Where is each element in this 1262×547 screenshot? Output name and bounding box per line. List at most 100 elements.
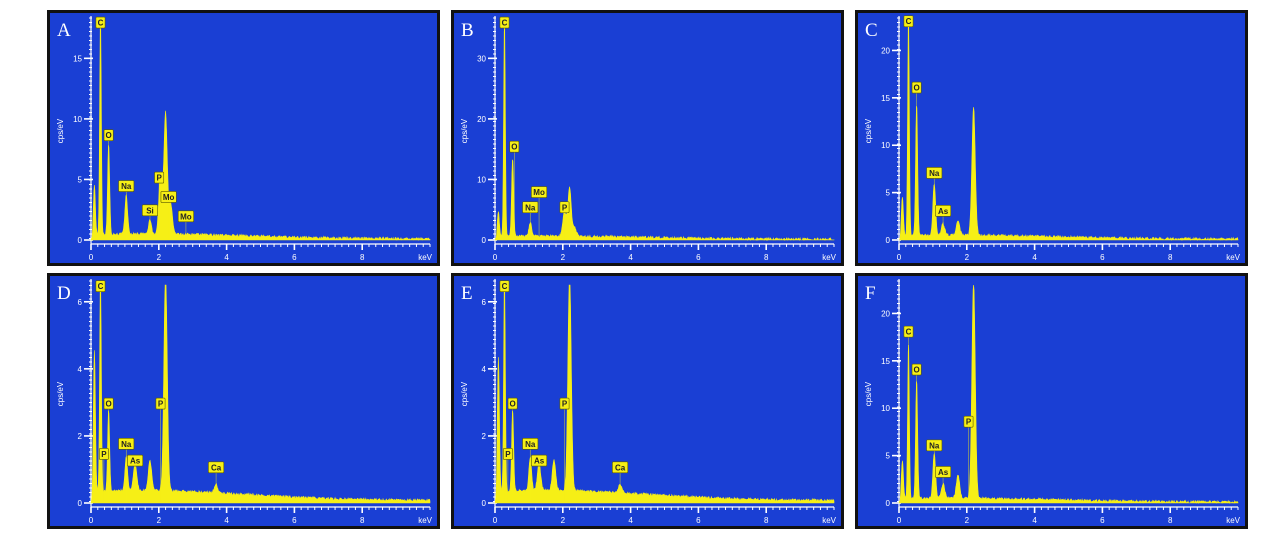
plot-background [50,276,437,526]
element-label: As [127,454,144,503]
eds-panel-f: 0 5 10 15 20 0 2 4 6 8 cps/eV keV C O Na As P F [855,273,1248,529]
spectrum-area [899,22,1239,242]
x-tick-label: 6 [696,253,701,262]
x-tick-label: 8 [764,516,769,525]
element-label: Na [522,201,539,240]
panel-letter: D [57,283,71,304]
element-symbol: O [510,400,516,409]
y-tick-label: 4 [482,365,487,374]
eds-spectrum-chart: 0 2 4 6 0 2 4 6 8 cps/eV keV C O P Na As P Ca E [451,273,844,529]
x-tick-label: 0 [89,253,94,262]
x-tick-label: 6 [696,516,701,525]
y-tick-label: 15 [881,357,890,366]
element-symbol: Ca [615,463,626,472]
element-label: C [903,325,914,503]
element-symbol: P [562,203,568,212]
element-badge [903,325,914,338]
element-badge [118,180,135,192]
y-tick-label: 10 [477,175,486,184]
eds-panel-a: 0 5 10 15 0 2 4 6 8 cps/eV keV C O Na Si P Mo Mo A [47,10,440,266]
element-badge [926,167,943,179]
element-badge [559,201,570,214]
element-symbol: Mo [163,193,175,202]
x-tick-label: 8 [360,253,365,262]
panel-letter: C [865,20,878,41]
y-axis-label: cps/eV [56,381,65,406]
element-symbol: Na [929,441,940,450]
element-label: C [95,280,106,503]
element-badge [499,16,510,29]
y-axis-label: cps/eV [864,118,873,143]
element-symbol: Na [121,182,132,191]
element-symbol: C [502,19,508,28]
element-symbol: C [98,282,104,291]
y-tick-label: 0 [886,499,891,508]
element-badge [559,397,570,410]
element-label: P [559,201,570,240]
y-tick-label: 5 [78,175,83,184]
element-symbol: Mo [180,212,192,221]
y-axis-label: cps/eV [460,118,469,143]
x-tick-label: 4 [1032,253,1037,262]
panel-letter: B [461,20,474,41]
y-tick-label: 20 [477,115,486,124]
plot-background [50,13,437,263]
y-tick-label: 20 [881,309,890,318]
element-label: C [499,16,510,240]
element-badge [160,191,177,203]
element-badge [154,171,165,184]
x-tick-label: 4 [1032,516,1037,525]
element-symbol: O [106,131,112,140]
element-symbol: O [914,366,920,375]
x-tick-label: 2 [965,253,970,262]
plot-background [454,276,841,526]
element-badge [103,129,114,141]
element-symbol: O [914,84,920,93]
y-tick-label: 10 [881,404,890,413]
element-badge [926,439,943,452]
element-symbol: C [906,328,912,337]
x-tick-label: 0 [897,516,902,525]
element-symbol: Na [525,440,536,449]
y-tick-label: 6 [482,298,487,307]
spectrum-area [494,24,835,242]
element-label: C [95,16,106,240]
y-tick-label: 20 [881,46,890,55]
y-tick-label: 0 [482,236,487,245]
y-tick-label: 15 [881,94,890,103]
element-label: Na [926,439,943,503]
element-label: As [935,466,952,503]
element-badge [141,204,158,217]
element-label: P [502,448,513,503]
panel-letter: E [461,283,473,304]
x-tick-label: 2 [561,516,566,525]
eds-panel-c: 0 5 10 15 20 0 2 4 6 8 cps/eV keV C O Na As C [855,10,1248,266]
spectrum-area [90,284,431,504]
y-tick-label: 5 [886,189,891,198]
element-badge [103,397,114,410]
x-tick-label: 8 [764,253,769,262]
element-symbol: As [534,457,545,466]
y-tick-label: 0 [482,499,487,508]
element-label: P [559,397,570,503]
element-label: P [154,171,165,240]
panel-letter: F [865,283,876,304]
y-tick-label: 6 [78,298,83,307]
plot-background [454,13,841,263]
eds-panel-d: 0 2 4 6 0 2 4 6 8 cps/eV keV C O P Na As P Ca D [47,273,440,529]
element-symbol: O [511,143,517,152]
element-badge [911,363,922,376]
x-tick-label: 0 [493,516,498,525]
element-symbol: P [966,418,972,427]
element-label: Na [118,180,135,240]
element-label: Na [522,438,539,503]
y-tick-label: 0 [78,499,83,508]
element-badge [522,438,539,450]
x-tick-label: 6 [292,516,297,525]
plot-background [858,13,1245,263]
y-tick-label: 0 [78,236,83,245]
element-label: Ca [612,461,629,503]
eds-spectrum-chart: 0 5 10 15 20 0 2 4 6 8 cps/eV keV C O Na As P F [855,273,1248,529]
plot-background [858,276,1245,526]
element-label: Ca [208,461,225,503]
